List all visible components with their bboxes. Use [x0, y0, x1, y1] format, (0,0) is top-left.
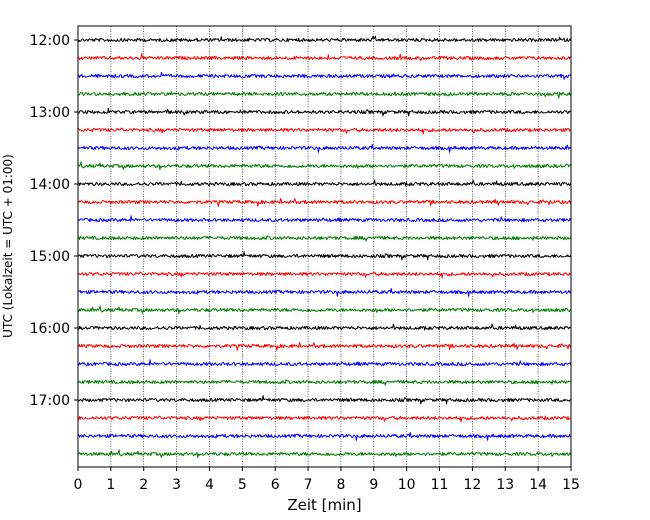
trace-5	[77, 127, 572, 135]
plot-frame	[77, 25, 572, 468]
trace-12	[77, 251, 572, 261]
trace-15	[77, 305, 572, 315]
trace-23	[77, 449, 572, 459]
trace-22	[77, 432, 572, 441]
x-tick-label-8: 8	[336, 477, 345, 493]
trace-16	[77, 323, 572, 331]
trace-20	[77, 395, 572, 405]
trace-9	[77, 197, 572, 207]
x-tick-label-15: 15	[562, 477, 580, 493]
y-tick-label-0: 12:00	[30, 33, 70, 49]
x-tick-label-0: 0	[74, 477, 83, 493]
x-tick-label-11: 11	[431, 477, 449, 493]
trace-group	[77, 35, 572, 459]
trace-19	[77, 379, 572, 386]
x-tick-label-2: 2	[139, 477, 148, 493]
y-tick-label-2: 14:00	[30, 177, 70, 193]
trace-21	[77, 415, 572, 423]
trace-1	[77, 53, 572, 62]
x-tick-label-13: 13	[496, 477, 514, 493]
trace-8	[77, 179, 572, 187]
y-axis: 12:00 13:00 14:00 15:00 16:00 17:00	[30, 33, 78, 409]
trace-3	[77, 90, 572, 99]
x-tick-label-14: 14	[529, 477, 547, 493]
x-tick-label-5: 5	[238, 477, 247, 493]
x-tick-label-7: 7	[304, 477, 313, 493]
trace-14	[77, 288, 572, 297]
y-tick-label-4: 16:00	[30, 321, 70, 337]
y-axis-label: UTC (Lokalzeit = UTC + 01:00)	[1, 154, 15, 338]
x-tick-label-4: 4	[205, 477, 214, 493]
trace-11	[77, 235, 572, 242]
x-axis: 0 1 2 3 4 5 6 7 8 9 10 11 12 13 14 15	[74, 467, 580, 493]
y-tick-label-3: 15:00	[30, 249, 70, 265]
y-tick-label-1: 13:00	[30, 105, 70, 121]
x-tick-label-3: 3	[172, 477, 181, 493]
x-tick-label-10: 10	[398, 477, 416, 493]
trace-6	[77, 144, 572, 153]
x-tick-label-1: 1	[106, 477, 115, 493]
y-tick-label-5: 17:00	[30, 393, 70, 409]
x-tick-label-12: 12	[463, 477, 481, 493]
trace-0	[77, 35, 572, 43]
x-axis-label: Zeit [min]	[287, 496, 361, 514]
trace-17	[77, 341, 572, 351]
trace-4	[77, 107, 572, 117]
x-tick-label-9: 9	[369, 477, 378, 493]
grid-lines	[110, 26, 539, 467]
trace-2	[77, 71, 572, 80]
trace-13	[77, 271, 572, 279]
x-tick-label-6: 6	[271, 477, 280, 493]
trace-10	[77, 215, 572, 223]
trace-18	[77, 359, 572, 367]
trace-7	[77, 161, 572, 171]
